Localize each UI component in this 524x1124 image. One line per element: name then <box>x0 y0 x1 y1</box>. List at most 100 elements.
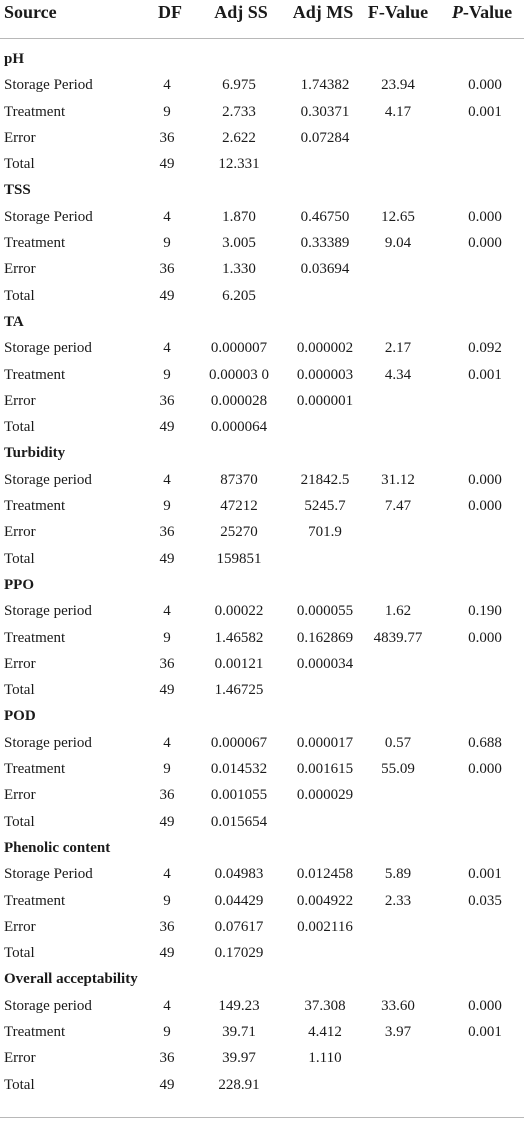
f-value-cell: 23.94 <box>381 77 415 94</box>
source-cell: Error <box>4 1050 36 1067</box>
adj-ms-cell: 0.07284 <box>300 129 350 146</box>
df-cell: 9 <box>163 892 171 909</box>
header-df: DF <box>158 2 182 22</box>
header-source: Source <box>4 2 57 22</box>
table-row: Storage Period 4 6.975 1.74382 23.94 0.000 <box>0 73 524 99</box>
source-cell: Storage Period <box>4 866 93 883</box>
table-row: Storage period 4 87370 21842.5 31.12 0.000 <box>0 468 524 494</box>
adj-ss-cell: 6.975 <box>222 77 256 94</box>
source-cell: Treatment <box>4 235 66 252</box>
df-cell: 4 <box>163 997 171 1014</box>
header-adj-ms: Adj MS <box>292 2 354 22</box>
table-row: Error 36 0.001055 0.000029 <box>0 783 524 809</box>
f-value-cell: 4839.77 <box>373 629 423 646</box>
source-cell: Storage period <box>4 997 92 1014</box>
df-cell: 4 <box>163 866 171 883</box>
adj-ss-cell: 3.005 <box>222 235 256 252</box>
adj-ms-cell: 1.110 <box>308 1050 342 1067</box>
p-value-cell: 0.000 <box>468 629 502 646</box>
table-row: Storage period 4 0.000067 0.000017 0.57 0.688 <box>0 731 524 757</box>
adj-ss-cell: 39.97 <box>222 1050 256 1067</box>
adj-ms-cell: 0.000017 <box>296 734 354 751</box>
adj-ss-cell: 0.04983 <box>214 866 264 883</box>
adj-ss-cell: 25270 <box>220 524 258 541</box>
df-cell: 49 <box>159 813 175 830</box>
section-heading-row: TSS <box>0 178 524 204</box>
source-cell: Treatment <box>4 892 66 909</box>
adj-ss-cell: 0.00022 <box>214 603 264 620</box>
source-cell: Total <box>4 682 35 699</box>
p-value-cell: 0.000 <box>468 997 502 1014</box>
header-f-value: F-Value <box>367 2 429 22</box>
df-cell: 49 <box>159 419 175 436</box>
adj-ms-cell: 5245.7 <box>304 498 346 515</box>
table-row: Treatment 9 47212 5245.7 7.47 0.000 <box>0 494 524 520</box>
table-row: Treatment 9 1.46582 0.162869 4839.77 0.000 <box>0 626 524 652</box>
source-cell: Error <box>4 655 36 672</box>
f-value-cell: 7.47 <box>384 498 412 515</box>
adj-ms-cell: 0.000001 <box>296 392 354 409</box>
df-cell: 9 <box>163 1023 171 1040</box>
f-value-cell: 0.57 <box>384 734 412 751</box>
p-value-cell: 0.000 <box>468 471 502 488</box>
df-cell: 4 <box>163 208 171 225</box>
adj-ms-cell: 0.162869 <box>296 629 354 646</box>
table-row: Total 49 6.205 <box>0 284 524 310</box>
p-value-cell: 0.001 <box>468 366 502 383</box>
table-header-row: Source DF Adj SS Adj MS F-Value P-Value <box>0 0 524 39</box>
source-cell: Total <box>4 550 35 567</box>
section-heading-row: TA <box>0 310 524 336</box>
source-cell: Total <box>4 156 35 173</box>
df-cell: 9 <box>163 498 171 515</box>
adj-ms-cell: 0.000003 <box>296 366 354 383</box>
section-heading-row: POD <box>0 704 524 730</box>
source-cell: Treatment <box>4 103 66 120</box>
adj-ms-cell: 0.46750 <box>300 208 350 225</box>
p-value-cell: 0.092 <box>468 340 502 357</box>
f-value-cell: 33.60 <box>381 997 415 1014</box>
adj-ss-cell: 0.000007 <box>210 340 268 357</box>
df-cell: 36 <box>159 1050 175 1067</box>
f-value-cell: 5.89 <box>384 866 412 883</box>
adj-ss-cell: 159851 <box>216 550 262 567</box>
adj-ms-cell: 21842.5 <box>300 471 350 488</box>
df-cell: 36 <box>159 392 175 409</box>
df-cell: 36 <box>159 918 175 935</box>
adj-ms-cell: 0.012458 <box>296 866 354 883</box>
source-cell: Storage period <box>4 340 92 357</box>
df-cell: 9 <box>163 235 171 252</box>
adj-ss-cell: 0.000028 <box>210 392 268 409</box>
adj-ss-cell: 0.000064 <box>210 419 268 436</box>
df-cell: 4 <box>163 471 171 488</box>
header-p-value: P-Value <box>440 2 524 23</box>
table-row: Treatment 9 39.71 4.412 3.97 0.001 <box>0 1020 524 1046</box>
f-value-cell: 4.34 <box>384 366 412 383</box>
adj-ms-cell: 4.412 <box>308 1023 342 1040</box>
source-cell: Error <box>4 261 36 278</box>
source-cell: Total <box>4 419 35 436</box>
header-p-letter: P <box>451 2 463 22</box>
f-value-cell: 55.09 <box>381 761 415 778</box>
df-cell: 49 <box>159 682 175 699</box>
table-row: Total 49 228.91 <box>0 1073 524 1099</box>
section-heading-row: pH <box>0 47 524 73</box>
table-row: Storage period 4 149.23 37.308 33.60 0.000 <box>0 994 524 1020</box>
section-title: Overall acceptability <box>4 971 138 988</box>
header-p-suffix: -Value <box>462 2 513 22</box>
adj-ss-cell: 12.331 <box>218 156 260 173</box>
p-value-cell: 0.001 <box>468 1023 502 1040</box>
table-row: Treatment 9 0.014532 0.001615 55.09 0.000 <box>0 757 524 783</box>
source-cell: Treatment <box>4 498 66 515</box>
f-value-cell: 4.17 <box>384 103 412 120</box>
p-value-cell: 0.190 <box>468 603 502 620</box>
adj-ss-cell: 2.733 <box>222 103 256 120</box>
adj-ss-cell: 0.000067 <box>210 734 268 751</box>
df-cell: 9 <box>163 103 171 120</box>
f-value-cell: 9.04 <box>384 235 412 252</box>
source-cell: Total <box>4 813 35 830</box>
adj-ms-cell: 0.000029 <box>296 787 354 804</box>
source-cell: Treatment <box>4 629 66 646</box>
table-row: Treatment 9 0.04429 0.004922 2.33 0.035 <box>0 889 524 915</box>
f-value-cell: 3.97 <box>384 1023 412 1040</box>
